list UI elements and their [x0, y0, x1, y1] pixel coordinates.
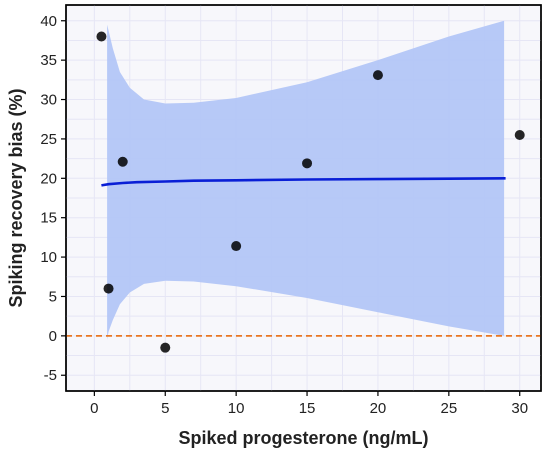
data-point — [302, 158, 313, 169]
x-tick-label: 20 — [370, 400, 387, 417]
x-tick-label: 30 — [511, 400, 528, 417]
data-point — [117, 156, 128, 167]
data-point — [96, 31, 107, 42]
plot-frame — [65, 4, 542, 392]
x-tick-label: 5 — [161, 400, 169, 417]
fit-line — [101, 177, 506, 187]
y-tick-label: 5 — [49, 288, 57, 305]
data-point — [160, 342, 171, 353]
data-point — [103, 283, 114, 294]
x-tick-label: 15 — [299, 400, 316, 417]
y-tick-label: 40 — [40, 13, 57, 30]
y-tick-label: -5 — [44, 367, 57, 384]
x-tick-label: 0 — [90, 400, 98, 417]
y-tick-label: 20 — [40, 170, 57, 187]
x-tick-label: 10 — [228, 400, 245, 417]
y-axis-title: Spiking recovery bias (%) — [6, 88, 26, 307]
x-axis-ticks: 0 5 10 15 20 25 30 — [90, 391, 528, 417]
data-point — [514, 129, 525, 140]
y-tick-label: 30 — [40, 92, 57, 109]
y-tick-label: 35 — [40, 52, 57, 69]
fit-line-group — [101, 177, 506, 187]
y-tick-label: 25 — [40, 131, 57, 148]
x-tick-label: 25 — [440, 400, 457, 417]
data-point — [231, 241, 242, 252]
y-axis-ticks: -5 0 5 10 15 20 25 30 35 40 — [40, 13, 66, 384]
y-tick-label: 15 — [40, 210, 57, 227]
data-points — [96, 31, 525, 353]
y-tick-label: 0 — [49, 328, 57, 345]
data-point — [372, 70, 383, 81]
y-tick-label: 10 — [40, 249, 57, 266]
x-axis-title: Spiked progesterone (ng/mL) — [178, 428, 428, 448]
